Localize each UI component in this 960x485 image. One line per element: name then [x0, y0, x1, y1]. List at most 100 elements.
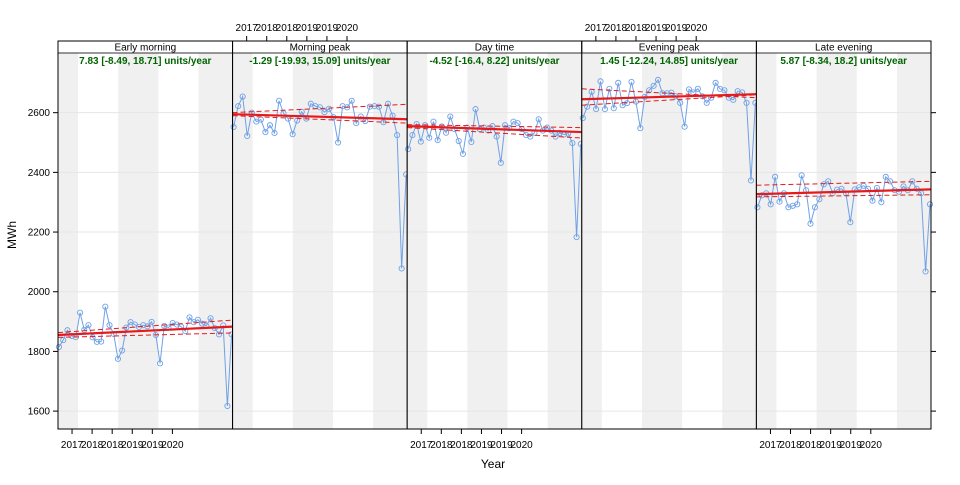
data-point — [887, 178, 894, 185]
shaded-band — [722, 53, 757, 429]
slope-annotation: 1.45 [-12.24, 14.85] units/year — [600, 56, 738, 67]
data-point — [55, 343, 63, 350]
panel-border — [755, 40, 932, 430]
data-point — [289, 131, 296, 138]
x-tick-label: 2020 — [685, 23, 708, 34]
data-point — [794, 201, 801, 208]
data-point — [681, 123, 688, 130]
x-tick-label: 2017 — [759, 440, 782, 451]
data-point — [628, 78, 635, 85]
shaded-band — [816, 53, 857, 429]
data-point — [307, 100, 314, 107]
data-point — [106, 322, 113, 329]
panel-morning-peak: Morning peak -1.29 [-19.93, 15.09] units/… — [230, 23, 410, 430]
ci-lower-line — [57, 332, 233, 338]
trend-line — [57, 325, 233, 337]
data-point — [207, 315, 214, 322]
data-point — [569, 140, 576, 147]
data-point — [646, 87, 653, 94]
data-point — [366, 103, 373, 110]
shaded-band — [198, 53, 233, 429]
y-tick-label: 1600 — [28, 407, 51, 418]
data-point — [93, 338, 100, 345]
data-point — [882, 173, 889, 180]
data-point — [506, 125, 513, 132]
y-tick-label: 2000 — [28, 287, 51, 298]
data-point — [384, 100, 392, 107]
ci-lower-line — [232, 115, 408, 124]
data-point — [335, 139, 342, 146]
shaded-band — [232, 53, 253, 429]
data-point — [579, 115, 586, 122]
ci-upper-line — [407, 124, 582, 129]
series-line — [233, 94, 407, 269]
data-point — [694, 85, 701, 92]
x-tick-label: 2019 — [121, 440, 144, 451]
x-tick-label: 2019 — [645, 23, 668, 34]
data-point — [156, 360, 164, 367]
ci-lower-line — [756, 194, 932, 198]
data-point — [148, 318, 155, 325]
data-point — [654, 76, 662, 83]
data-point — [455, 137, 462, 145]
data-point — [434, 137, 441, 144]
panel-strip-label: Evening peak — [639, 43, 701, 54]
data-point — [161, 322, 168, 330]
y-tick-label: 1800 — [28, 347, 51, 358]
data-point — [325, 105, 333, 112]
data-point — [926, 201, 934, 208]
trend-line — [232, 113, 408, 121]
data-point — [900, 183, 907, 190]
data-point — [668, 89, 675, 96]
data-point — [472, 106, 479, 113]
data-point — [244, 132, 251, 140]
x-tick-label: 2019 — [840, 440, 863, 451]
shaded-band — [118, 53, 159, 429]
data-point — [816, 196, 823, 203]
data-point — [60, 337, 67, 344]
data-point — [807, 220, 814, 227]
y-axis-title: MWh — [5, 221, 19, 249]
y-tick-label: 2400 — [28, 168, 51, 179]
slope-annotation: -4.52 [-16.4, 8.22] units/year — [429, 56, 559, 67]
shaded-band — [581, 53, 602, 429]
x-tick-label: 2018 — [799, 440, 822, 451]
data-point — [825, 178, 832, 185]
slope-annotation: 7.83 [-8.49, 18.71] units/year — [79, 56, 211, 67]
x-tick-label: 2018 — [605, 23, 628, 34]
data-point — [811, 204, 818, 211]
data-point — [535, 116, 542, 123]
slope-annotation: 5.87 [-8.34, 18.2] units/year — [780, 56, 907, 67]
trend-line — [407, 125, 582, 134]
shaded-band — [896, 53, 931, 429]
data-point — [294, 117, 301, 124]
x-tick-label: 2018 — [430, 440, 453, 451]
data-point — [169, 320, 176, 327]
shaded-band — [58, 53, 79, 429]
data-point — [239, 93, 246, 100]
x-tick-label: 2019 — [490, 440, 513, 451]
ci-upper-line — [232, 103, 408, 114]
ci-lower-line — [581, 94, 757, 106]
data-point — [601, 106, 608, 113]
x-axis-title: Year — [481, 457, 505, 471]
data-point — [514, 120, 521, 127]
shaded-band — [407, 53, 428, 429]
shaded-band — [642, 53, 683, 429]
x-tick-label: 2018 — [779, 440, 802, 451]
data-point — [650, 82, 657, 89]
data-point — [637, 125, 644, 132]
data-point — [730, 96, 737, 103]
x-tick-label: 2020 — [336, 23, 359, 34]
data-point — [510, 118, 517, 125]
y-tick-label: 2600 — [28, 108, 51, 119]
x-tick-label: 2020 — [510, 440, 533, 451]
x-tick-label: 2018 — [625, 23, 648, 34]
data-point — [262, 129, 269, 136]
data-point — [776, 198, 783, 205]
data-point — [820, 181, 827, 188]
ci-upper-line — [756, 180, 932, 186]
data-point — [398, 265, 405, 272]
